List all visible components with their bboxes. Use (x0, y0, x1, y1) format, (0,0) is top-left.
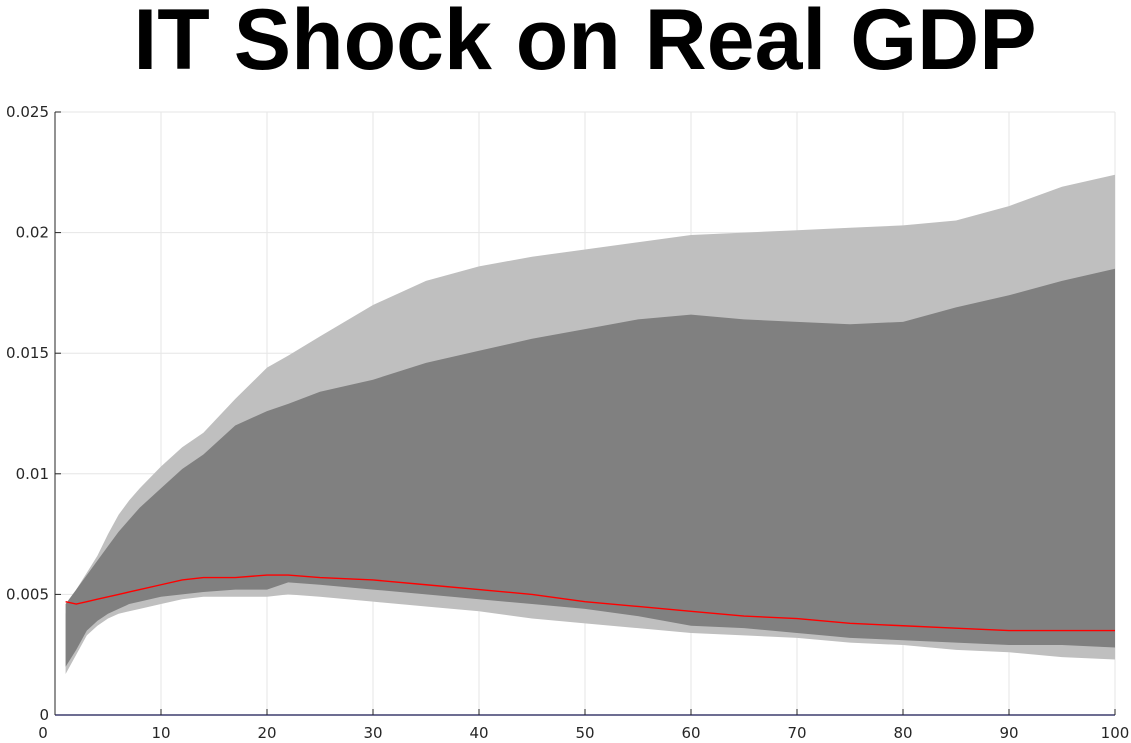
x-tick-label: 0 (38, 724, 48, 742)
x-tick-label: 80 (893, 724, 912, 742)
x-tick-label: 90 (999, 724, 1018, 742)
x-tick-label: 50 (575, 724, 594, 742)
y-tick-label: 0.015 (6, 344, 49, 362)
inner-confidence-band (65, 268, 1116, 667)
y-tick-label: 0.005 (6, 585, 49, 603)
x-tick-label: 100 (1101, 724, 1130, 742)
x-tick-label: 70 (787, 724, 806, 742)
y-tick-label: 0.025 (6, 103, 49, 121)
x-tick-label: 60 (681, 724, 700, 742)
x-tick-label: 10 (151, 724, 170, 742)
median-response-line (65, 574, 1115, 632)
x-tick-label: 20 (257, 724, 276, 742)
chart-title: IT Shock on Real GDP (133, 0, 1037, 88)
tick-labels: 10 20 30 40 50 60 70 80 90 100 00 0.005 0.01 0.015 0.0… (6, 103, 1129, 742)
x-tick-label: 30 (363, 724, 382, 742)
axes (54, 111, 1116, 716)
x-tick-label: 40 (469, 724, 488, 742)
y-tick-label: 0.01 (16, 465, 49, 483)
y-tick-label: 0.02 (16, 224, 49, 242)
bands (65, 174, 1116, 674)
y-tick-label: 0 (39, 706, 49, 724)
